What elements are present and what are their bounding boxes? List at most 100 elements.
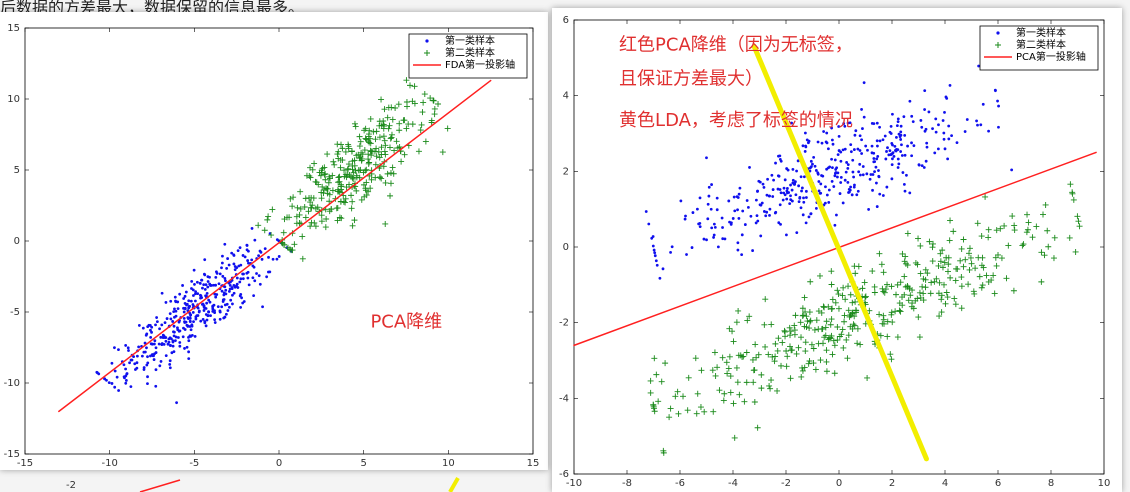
class2-point [917, 242, 924, 249]
class2-point [839, 292, 846, 299]
class1-point [159, 335, 163, 339]
class1-point [226, 257, 230, 260]
class1-point [192, 268, 196, 272]
class2-point [720, 397, 727, 404]
class1-point [838, 192, 842, 195]
class2-point [378, 175, 385, 182]
y-tick-label: -10 [4, 378, 20, 389]
class1-point [150, 325, 154, 329]
x-tick-label: 0 [836, 478, 842, 489]
class2-point [353, 172, 360, 179]
class2-point [849, 299, 856, 306]
class2-point [876, 311, 883, 318]
class1-point [124, 367, 127, 371]
class2-point [929, 258, 936, 265]
class2-point [965, 281, 972, 288]
class1-point [768, 194, 772, 198]
class1-point [158, 364, 162, 368]
class2-point [967, 254, 974, 261]
class2-point [341, 167, 348, 174]
class1-point [146, 382, 149, 386]
class1-point [828, 165, 832, 169]
class2-point [774, 347, 781, 354]
class2-point [950, 228, 957, 235]
class1-point [176, 336, 180, 339]
class1-point [748, 166, 751, 169]
class2-point [268, 232, 275, 239]
class1-point [207, 298, 211, 302]
class2-point [400, 117, 407, 124]
class2-point [302, 214, 309, 221]
class2-point [974, 220, 981, 227]
class2-point [842, 296, 849, 303]
class1-point [809, 159, 813, 163]
class2-point [768, 321, 775, 328]
class2-point [935, 262, 942, 269]
class1-point [924, 127, 928, 131]
class2-point [385, 125, 392, 132]
class1-point [837, 134, 841, 138]
class2-point [750, 379, 757, 386]
class1-point [825, 131, 829, 135]
class2-point [829, 296, 836, 303]
class2-point [387, 192, 394, 199]
class1-point [216, 305, 220, 309]
class1-point [175, 401, 178, 405]
class1-point [736, 241, 740, 245]
class2-point [789, 347, 796, 354]
class1-point [772, 178, 775, 182]
class2-point [806, 325, 813, 332]
class2-point [1040, 211, 1047, 218]
class2-point [839, 326, 846, 333]
class2-point [667, 405, 674, 412]
class1-point [997, 104, 1000, 108]
class2-point [980, 264, 987, 271]
class1-point [892, 154, 896, 158]
class2-point [329, 172, 336, 179]
class1-point [908, 191, 912, 195]
class1-point [765, 193, 769, 197]
class1-point [778, 203, 782, 207]
class1-point [145, 363, 149, 367]
class1-point [903, 134, 907, 137]
class2-point [337, 164, 344, 171]
class2-point [933, 275, 940, 282]
class1-point [910, 114, 914, 118]
class2-point [375, 148, 382, 155]
class2-point [721, 390, 728, 397]
class2-point [353, 187, 360, 194]
class1-point [890, 163, 894, 167]
class1-point [884, 157, 888, 161]
class2-point [261, 227, 268, 234]
partial-red-line [139, 479, 181, 492]
class2-point [349, 198, 356, 205]
class2-point [834, 323, 841, 330]
class1-point [943, 147, 947, 151]
class2-point [736, 391, 743, 398]
class1-point [202, 272, 206, 276]
class2-point [952, 301, 959, 308]
class2-point [363, 166, 370, 173]
class1-point [205, 301, 209, 305]
class1-point [203, 287, 207, 291]
class2-point [958, 274, 965, 281]
class1-point [849, 150, 853, 154]
class2-point [306, 173, 313, 180]
class2-point [362, 167, 369, 174]
class2-point [835, 305, 842, 312]
class2-point [815, 308, 822, 315]
class2-point [792, 312, 799, 319]
class2-point [942, 300, 949, 307]
class2-point [366, 159, 373, 166]
class2-point [301, 203, 308, 210]
class1-point [823, 201, 827, 205]
class2-point [970, 288, 977, 295]
class2-point [899, 250, 906, 257]
class2-point [761, 321, 768, 328]
class1-point [129, 385, 133, 388]
class1-point [168, 312, 172, 316]
class1-point [768, 213, 771, 217]
class1-point [201, 302, 205, 306]
class2-point [845, 283, 852, 290]
class1-point [203, 320, 207, 323]
